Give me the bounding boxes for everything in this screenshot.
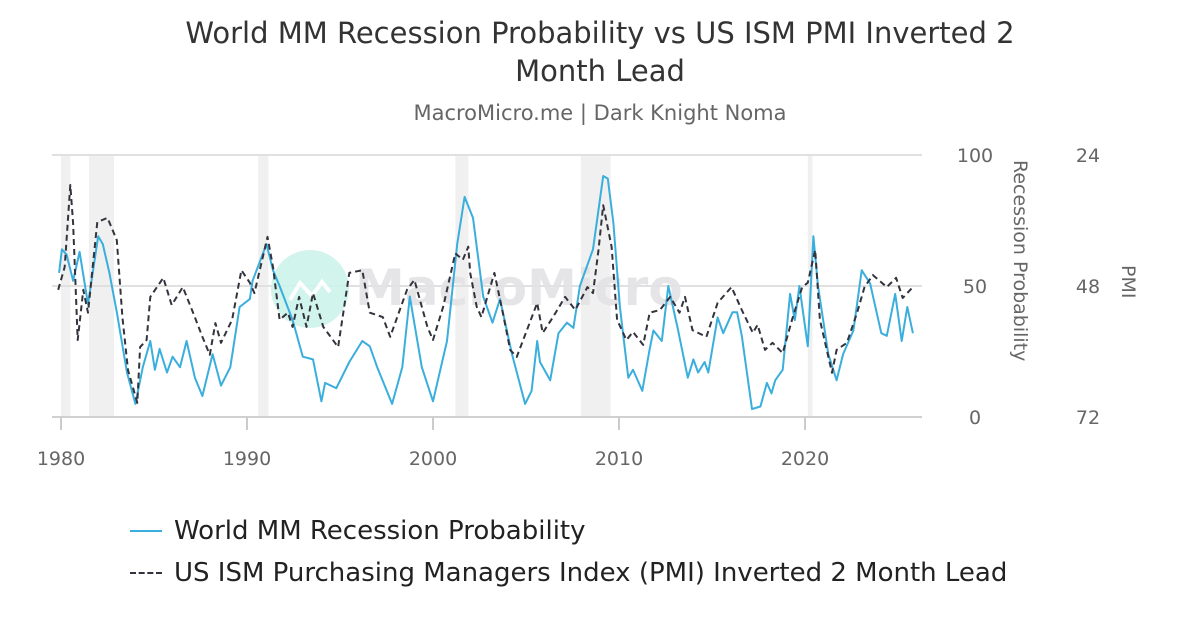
legend-item-recession[interactable]: World MM Recession Probability [130, 510, 1007, 552]
legend-swatch-solid [130, 530, 162, 532]
x-tick-label: 2020 [781, 448, 829, 470]
right-tick-label: 24 [1076, 145, 1100, 167]
x-tick-label: 2010 [595, 448, 643, 470]
legend-item-pmi[interactable]: US ISM Purchasing Managers Index (PMI) I… [130, 552, 1007, 594]
right-tick-label: 48 [1076, 276, 1100, 298]
chart-subtitle: MacroMicro.me | Dark Knight Noma [413, 101, 787, 125]
left-tick-label: 50 [963, 276, 987, 298]
left-axis-label: Recession Probability [1009, 160, 1031, 361]
right-tick-label: 72 [1076, 407, 1100, 429]
recession-probability-line [58, 175, 914, 411]
legend-swatch-dashed [130, 572, 162, 574]
watermark-circle-icon [271, 250, 349, 328]
watermark-text: MacroMicro [355, 259, 683, 317]
left-tick-label: 0 [969, 407, 981, 429]
x-tick-label: 1990 [223, 448, 271, 470]
chart-title: World MM Recession Probability vs US ISM… [0, 14, 1200, 90]
legend: World MM Recession Probability US ISM Pu… [130, 510, 1007, 594]
chart-title-line-2: Month Lead [515, 54, 685, 88]
pmi-inverted-line [57, 184, 914, 404]
legend-label: World MM Recession Probability [174, 516, 586, 546]
left-tick-label: 100 [957, 145, 993, 167]
x-tick-label: 2000 [409, 448, 457, 470]
right-axis-label: PMI [1117, 265, 1139, 298]
x-tick-label: 1980 [37, 448, 85, 470]
legend-label: US ISM Purchasing Managers Index (PMI) I… [174, 558, 1008, 588]
chart-title-line-1: World MM Recession Probability vs US ISM… [185, 16, 1015, 50]
